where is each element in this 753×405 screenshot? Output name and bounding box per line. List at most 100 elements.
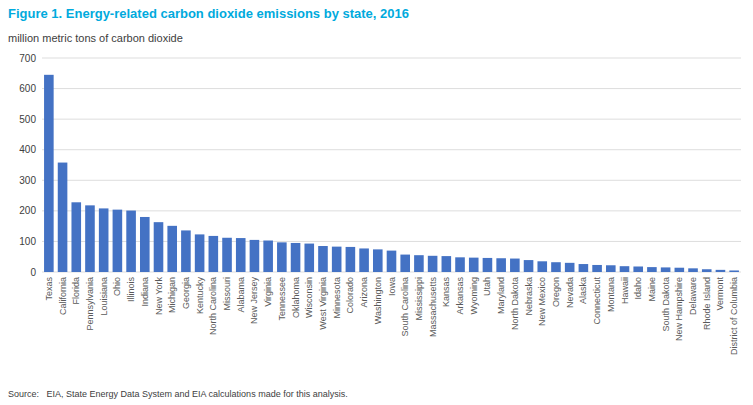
bar bbox=[729, 270, 739, 272]
bar bbox=[140, 217, 150, 272]
bar bbox=[455, 257, 465, 272]
x-tick-label: Indiana bbox=[140, 277, 150, 307]
grid-line bbox=[42, 58, 741, 59]
grid-line bbox=[42, 210, 741, 211]
x-tick-label: Nebraska bbox=[524, 277, 534, 316]
bar bbox=[85, 205, 95, 272]
x-tick-label: Massachusetts bbox=[428, 277, 438, 338]
x-tick-label: Georgia bbox=[181, 277, 191, 309]
y-tick-label: 700 bbox=[19, 53, 36, 64]
bar bbox=[537, 261, 547, 272]
bar bbox=[236, 238, 246, 272]
bar bbox=[263, 241, 273, 272]
x-tick-label: Hawaii bbox=[620, 277, 630, 304]
x-tick-label: Montana bbox=[606, 277, 616, 312]
x-tick-label: North Dakota bbox=[510, 277, 520, 330]
grid-line bbox=[42, 119, 741, 120]
bar bbox=[524, 260, 534, 272]
bar bbox=[222, 238, 232, 272]
x-tick-label: North Carolina bbox=[208, 277, 218, 335]
x-tick-label: Wyoming bbox=[469, 277, 479, 314]
bar bbox=[332, 247, 342, 272]
x-tick-label: South Carolina bbox=[400, 277, 410, 337]
x-tick-label: Texas bbox=[44, 277, 54, 301]
x-tick-label: Maryland bbox=[496, 277, 506, 314]
x-tick-label: Rhode Island bbox=[702, 277, 712, 330]
y-tick-label: 500 bbox=[19, 114, 36, 125]
bar bbox=[99, 208, 109, 272]
bar bbox=[579, 264, 589, 272]
y-tick-label: 0 bbox=[30, 267, 36, 278]
x-tick-label: New Jersey bbox=[249, 277, 259, 325]
x-tick-label: Wisconsin bbox=[304, 277, 314, 318]
x-tick-label: Nevada bbox=[565, 277, 575, 308]
y-tick-label: 300 bbox=[19, 175, 36, 186]
x-tick-label: Arizona bbox=[359, 277, 369, 308]
bar bbox=[387, 251, 397, 272]
y-tick-label: 100 bbox=[19, 236, 36, 247]
grid bbox=[42, 58, 741, 272]
x-tick-label: Kentucky bbox=[195, 277, 205, 315]
bar bbox=[414, 255, 424, 272]
bar bbox=[167, 226, 177, 272]
x-tick-label: Illinois bbox=[126, 277, 136, 303]
bar bbox=[209, 236, 219, 272]
bar bbox=[58, 163, 68, 272]
chart: Figure 1. Energy-related carbon dioxide … bbox=[0, 0, 753, 405]
x-tick-label: Oregon bbox=[551, 277, 561, 307]
x-tick-label: Ohio bbox=[112, 277, 122, 296]
x-tick-label: Kansas bbox=[441, 277, 451, 308]
x-tick-label: Oklahoma bbox=[291, 277, 301, 318]
bar bbox=[71, 202, 81, 272]
x-tick-label: Louisiana bbox=[99, 277, 109, 316]
bar bbox=[702, 269, 712, 272]
x-tick-label: Idaho bbox=[633, 277, 643, 300]
grid-line bbox=[42, 88, 741, 89]
x-tick-label: Arkansas bbox=[455, 277, 465, 315]
bar bbox=[250, 240, 260, 272]
x-tick-label: Florida bbox=[71, 277, 81, 305]
y-axis-label: million metric tons of carbon dioxide bbox=[8, 32, 183, 44]
x-tick-label: Vermont bbox=[715, 277, 725, 311]
x-tick-label: Pennsylvania bbox=[85, 277, 95, 331]
x-tick-label: Utah bbox=[482, 277, 492, 296]
bar bbox=[675, 268, 685, 272]
x-tick-label: Delaware bbox=[688, 277, 698, 315]
x-tick-label: Michigan bbox=[167, 277, 177, 313]
bar bbox=[126, 211, 136, 272]
x-tick-label: Maine bbox=[647, 277, 657, 302]
bar bbox=[565, 263, 575, 272]
bar bbox=[551, 262, 561, 272]
bar bbox=[647, 267, 657, 272]
x-tick-label: Connecticut bbox=[592, 277, 602, 325]
bar bbox=[181, 230, 191, 272]
bar bbox=[359, 248, 369, 272]
x-tick-label: Tennessee bbox=[277, 277, 287, 321]
y-tick-label: 200 bbox=[19, 205, 36, 216]
bar bbox=[373, 249, 383, 272]
bar bbox=[688, 268, 698, 272]
x-tick-label: Alabama bbox=[236, 277, 246, 313]
bar bbox=[592, 265, 602, 272]
bar bbox=[661, 267, 671, 272]
x-tick-label: South Dakota bbox=[661, 277, 671, 332]
bar bbox=[44, 75, 54, 272]
x-tick-label: Missouri bbox=[222, 277, 232, 311]
x-tick-label: New Mexico bbox=[537, 277, 547, 326]
x-tick-label: New Hampshire bbox=[674, 277, 684, 341]
bars bbox=[44, 75, 739, 272]
bar bbox=[496, 258, 506, 272]
x-tick-label: Alaska bbox=[578, 277, 588, 304]
title: Figure 1. Energy-related carbon dioxide … bbox=[8, 6, 409, 21]
bar bbox=[716, 270, 726, 272]
bar bbox=[469, 258, 479, 272]
x-tick-label: Washington bbox=[373, 277, 383, 324]
x-tick-label: Mississippi bbox=[414, 277, 424, 321]
bar bbox=[620, 266, 630, 272]
bar bbox=[442, 256, 452, 272]
bar bbox=[400, 255, 410, 272]
bar bbox=[633, 266, 643, 272]
bar bbox=[606, 265, 616, 272]
x-tick-label: Iowa bbox=[387, 277, 397, 296]
bar bbox=[483, 258, 493, 272]
